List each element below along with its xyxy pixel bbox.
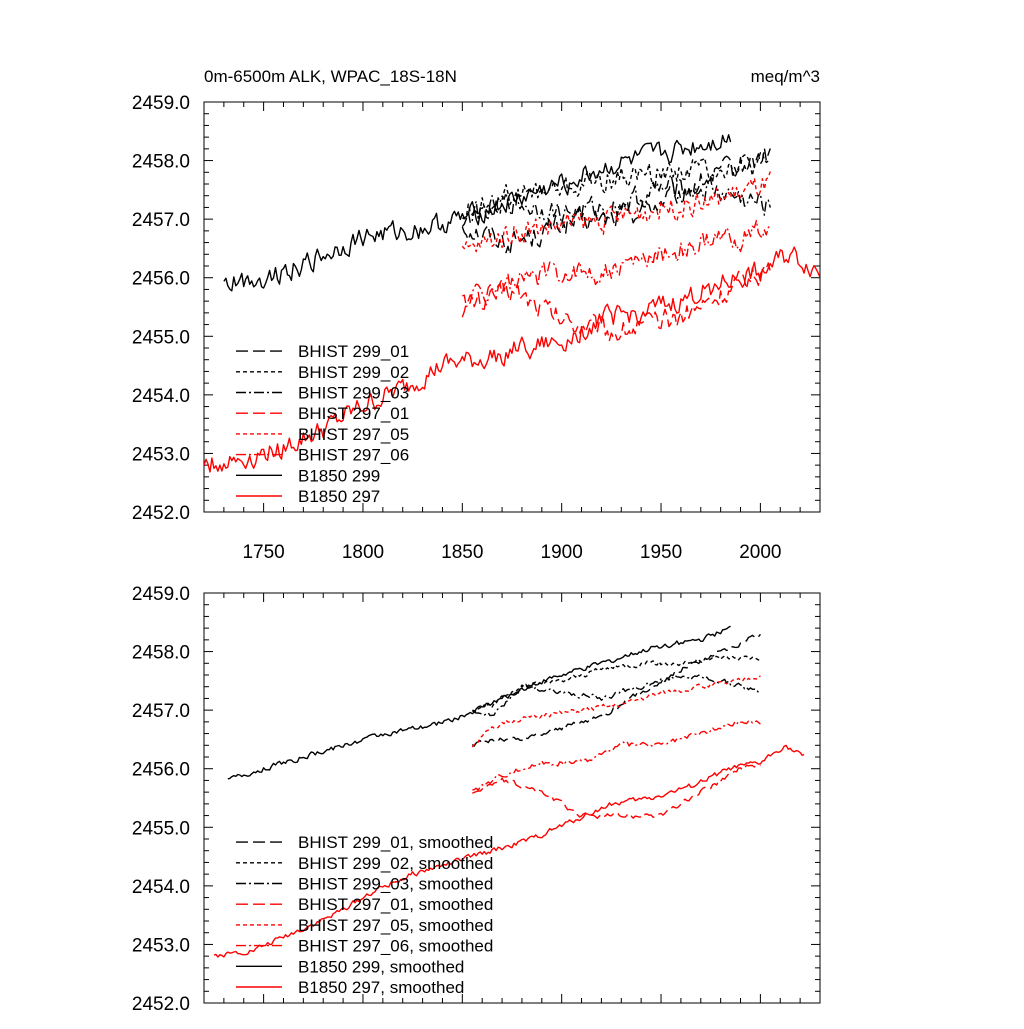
legend-label: B1850 299 bbox=[298, 466, 380, 485]
legend-label: B1850 297 bbox=[298, 487, 380, 506]
y-tick-label: 2458.0 bbox=[132, 152, 190, 173]
series-line-bhist-297-05-smoothed bbox=[471, 675, 761, 748]
legend-label: BHIST 299_03, smoothed bbox=[298, 875, 493, 894]
y-tick-label: 2459.0 bbox=[132, 584, 190, 605]
series-line-bhist-297-01 bbox=[461, 262, 771, 342]
y-tick-label: 2458.0 bbox=[132, 643, 190, 664]
chart-title: 0m-6500m ALK, WPAC_18S-18N bbox=[204, 67, 457, 86]
series-line-bhist-299-03-smoothed bbox=[471, 674, 761, 717]
legend-label: BHIST 297_01, smoothed bbox=[298, 895, 493, 914]
y-tick-label: 2454.0 bbox=[132, 386, 190, 407]
y-tick-label: 2457.0 bbox=[132, 210, 190, 231]
top-panel: 2452.0 2453.0 2454.0 2455.0 2456.0 2457.0 2458… bbox=[132, 67, 821, 563]
bottom-panel: 2452.0 2453.0 2454.0 2455.0 2456.0 2457.0 2458… bbox=[132, 584, 821, 1015]
y-tick-label: 2452.0 bbox=[132, 994, 190, 1015]
legend-label: BHIST 299_03 bbox=[298, 384, 409, 403]
y-tick-label: 2452.0 bbox=[132, 503, 190, 524]
legend-label: BHIST 297_05 bbox=[298, 425, 409, 444]
legend-label: BHIST 297_05, smoothed bbox=[298, 916, 493, 935]
x-tick-label: 1750 bbox=[242, 542, 284, 563]
x-tick-label: 2000 bbox=[739, 542, 781, 563]
series-line-bhist-299-02-smoothed bbox=[472, 655, 761, 713]
series-line-bhist-299-03 bbox=[461, 174, 771, 228]
y-tick-label: 2456.0 bbox=[132, 760, 190, 781]
x-tick-label: 1900 bbox=[541, 542, 583, 563]
y-tick-label: 2455.0 bbox=[132, 327, 190, 348]
y-tick-label: 2457.0 bbox=[132, 701, 190, 722]
series-line-bhist-299-01-smoothed bbox=[471, 633, 761, 747]
legend: BHIST 299_01, smoothed BHIST 299_02, smoo… bbox=[236, 833, 493, 997]
legend-label: BHIST 299_02 bbox=[298, 363, 409, 382]
series-group bbox=[204, 134, 820, 473]
plot-frame bbox=[203, 101, 821, 513]
series-line-bhist-299-01 bbox=[461, 147, 771, 256]
series-line-bhist-297-06 bbox=[462, 219, 771, 308]
legend-label: BHIST 299_02, smoothed bbox=[298, 854, 493, 873]
series-line-b1850-299 bbox=[223, 134, 732, 292]
series-line-b1850-299-smoothed bbox=[227, 625, 731, 780]
series-line-bhist-297-06-smoothed bbox=[472, 719, 761, 791]
legend-label: BHIST 297_06 bbox=[298, 446, 409, 465]
series-line-b1850-297 bbox=[204, 246, 820, 473]
legend-label: B1850 299, smoothed bbox=[298, 957, 464, 976]
series-line-bhist-297-05 bbox=[461, 171, 771, 253]
y-tick-label: 2455.0 bbox=[132, 818, 190, 839]
legend-label: BHIST 297_01 bbox=[298, 404, 409, 423]
series-line-b1850-297-smoothed bbox=[213, 744, 805, 958]
y-tick-label: 2456.0 bbox=[132, 269, 190, 290]
x-tick-label: 1850 bbox=[441, 542, 483, 563]
x-tick-label: 1800 bbox=[342, 542, 384, 563]
units-label: meq/m^3 bbox=[751, 67, 820, 86]
y-tick-label: 2453.0 bbox=[132, 444, 190, 465]
legend-label: BHIST 299_01, smoothed bbox=[298, 833, 493, 852]
series-group bbox=[213, 625, 805, 958]
legend-label: BHIST 297_06, smoothed bbox=[298, 937, 493, 956]
series-line-bhist-299-02 bbox=[462, 152, 771, 220]
legend-label: B1850 297, smoothed bbox=[298, 978, 464, 997]
series-line-bhist-297-01-smoothed bbox=[472, 764, 761, 819]
y-tick-label: 2453.0 bbox=[132, 935, 190, 956]
legend-label: BHIST 299_01 bbox=[298, 342, 409, 361]
y-tick-label: 2459.0 bbox=[132, 93, 190, 114]
plot-frame bbox=[203, 592, 821, 1004]
y-tick-label: 2454.0 bbox=[132, 877, 190, 898]
x-tick-label: 1950 bbox=[640, 542, 682, 563]
